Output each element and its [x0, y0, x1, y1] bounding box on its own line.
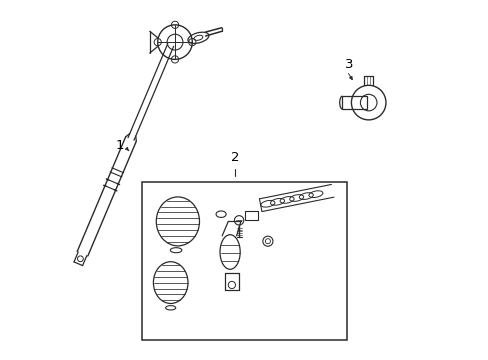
Bar	[342, 96, 366, 109]
Text: 2: 2	[231, 151, 239, 164]
Text: 1: 1	[116, 139, 124, 152]
Text: 3: 3	[344, 58, 352, 71]
Bar	[142, 182, 346, 340]
